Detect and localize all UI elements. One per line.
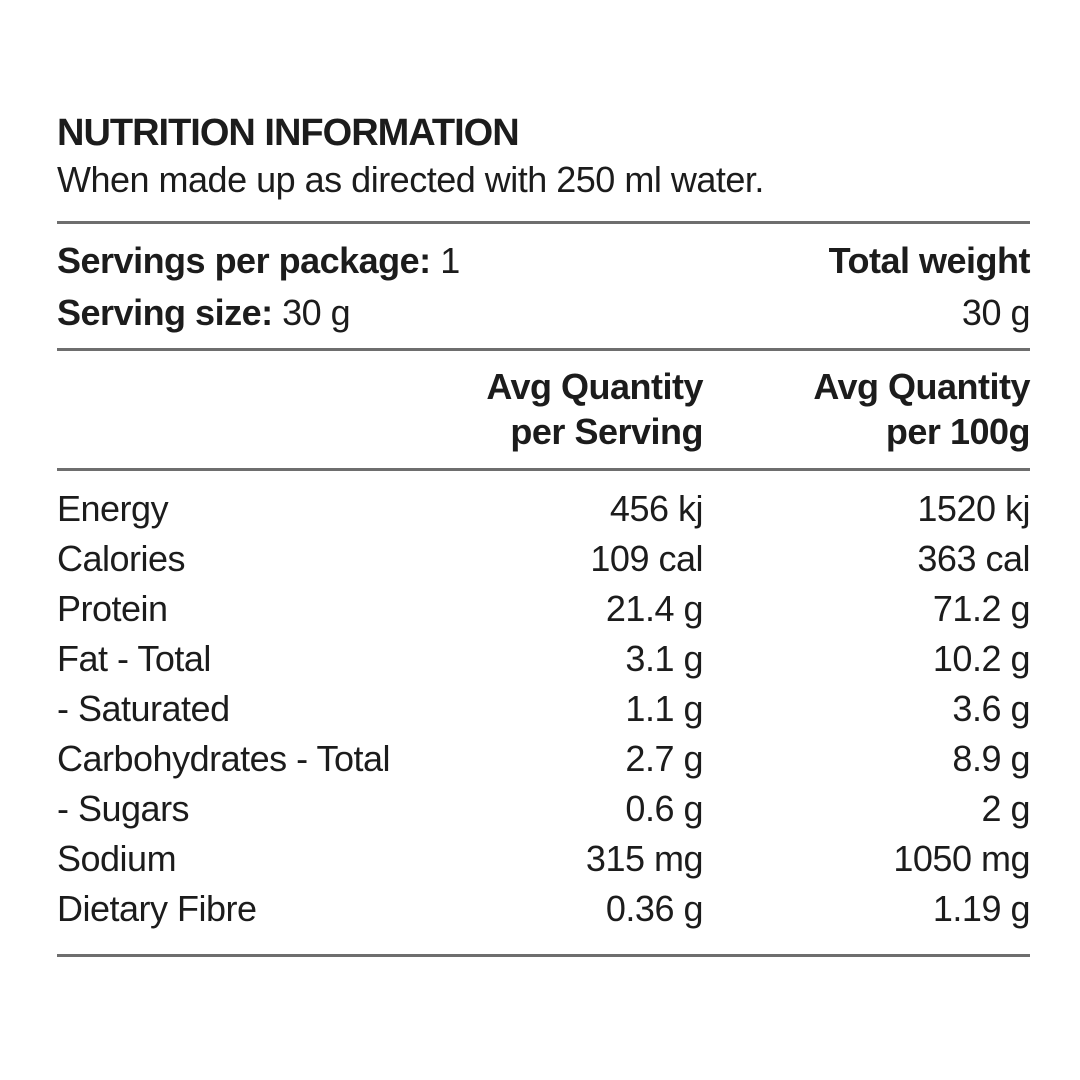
nutrient-label: Dietary Fibre [57,888,257,929]
serving-info-left: Servings per package: 1 Serving size: 30… [57,235,460,339]
per-100g-value: 10.2 g [932,638,1031,679]
per-100g-value: 1050 mg [893,838,1030,879]
nutrient-label: Carbohydrates - Total [57,738,391,779]
per-100g-value: 2 g [981,788,1030,829]
nutrient-row: Fat - Total 3.1 g 10.2 g [57,634,1031,684]
per-serving-value: 1.1 g [625,688,703,729]
per-serving-value: 0.36 g [605,888,704,929]
servings-per-package-value: 1 [440,240,460,281]
nutrient-row: Protein 21.4 g 71.2 g [57,584,1031,634]
nutrient-rows: Energy 456 kj 1520 kj Calories 109 cal 3… [57,471,1031,934]
per-serving-header-line2: per Serving [510,411,703,452]
nutrient-row: - Saturated 1.1 g 3.6 g [57,684,1031,734]
serving-size-value: 30 g [282,292,351,333]
nutrient-row: Energy 456 kj 1520 kj [57,484,1031,534]
per-serving-header-line1: Avg Quantity [486,366,703,407]
serving-size-label: Serving size: [57,292,273,333]
per-100g-value: 1.19 g [932,888,1031,929]
nutrient-row: - Sugars 0.6 g 2 g [57,784,1031,834]
serving-info-section: Servings per package: 1 Serving size: 30… [57,224,1031,348]
nutrient-label: - Saturated [57,688,230,729]
per-serving-value: 3.1 g [625,638,703,679]
servings-per-package-label: Servings per package: [57,240,431,281]
divider-top [57,221,1030,224]
per-100g-header: Avg Quantity per 100g [703,364,1030,454]
header-spacer [57,364,423,454]
nutrient-row: Calories 109 cal 363 cal [57,534,1031,584]
nutrient-label: Sodium [57,838,177,879]
nutrient-row: Dietary Fibre 0.36 g 1.19 g [57,884,1031,934]
per-100g-header-line1: Avg Quantity [813,366,1030,407]
servings-per-package: Servings per package: 1 [57,235,460,287]
per-serving-value: 315 mg [585,838,704,879]
subtitle: When made up as directed with 250 ml wat… [57,159,764,200]
total-weight: Total weight 30 g [828,235,1031,339]
per-serving-value: 456 kj [609,488,704,529]
nutrient-row: Sodium 315 mg 1050 mg [57,834,1031,884]
nutrient-row: Carbohydrates - Total 2.7 g 8.9 g [57,734,1031,784]
divider-bottom [57,954,1030,957]
per-100g-value: 3.6 g [952,688,1030,729]
per-serving-value: 109 cal [590,538,703,579]
per-100g-value: 71.2 g [932,588,1031,629]
nutrient-label: Fat - Total [57,638,211,679]
per-serving-value: 2.7 g [625,738,703,779]
nutrient-label: Energy [57,488,169,529]
nutrient-label: Calories [57,538,186,579]
nutrient-label: Protein [57,588,168,629]
total-weight-value: 30 g [961,292,1031,333]
per-100g-value: 1520 kj [917,488,1030,529]
per-serving-header: Avg Quantity per Serving [423,364,703,454]
per-100g-value: 8.9 g [952,738,1030,779]
total-weight-label: Total weight [828,240,1031,281]
per-serving-value: 21.4 g [605,588,704,629]
page-title: NUTRITION INFORMATION [57,112,520,154]
per-serving-value: 0.6 g [625,788,703,829]
divider-serving [57,348,1030,351]
divider-header [57,468,1030,471]
column-headers: Avg Quantity per Serving Avg Quantity pe… [57,351,1030,468]
serving-size: Serving size: 30 g [57,287,460,339]
nutrient-label: - Sugars [57,788,190,829]
per-100g-value: 363 cal [917,538,1030,579]
per-100g-header-line2: per 100g [885,411,1031,452]
